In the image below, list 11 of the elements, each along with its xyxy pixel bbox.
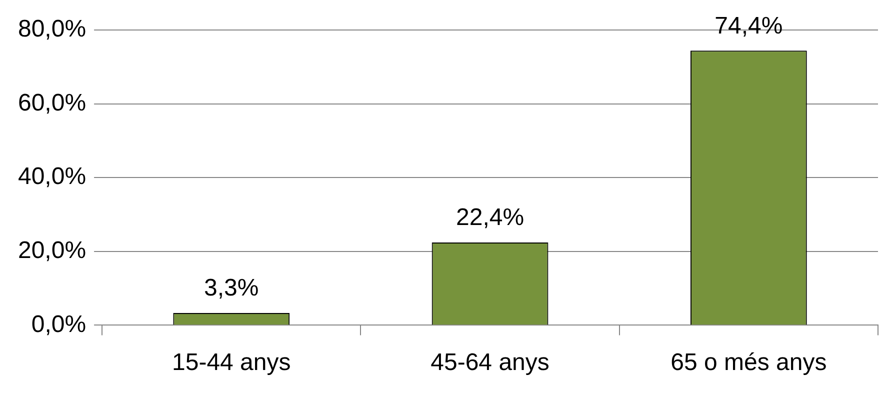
x-tick-label: 45-64 anys	[430, 349, 550, 376]
data-label: 3,3%	[204, 274, 259, 302]
y-tick-label: 20,0%	[18, 237, 86, 264]
y-tick-label: 60,0%	[18, 89, 86, 116]
y-tick-label: 40,0%	[18, 163, 86, 190]
y-tick-label: 80,0%	[18, 16, 86, 43]
y-tick-label: 0,0%	[31, 310, 86, 338]
x-tick-label: 15-44 anys	[172, 349, 291, 376]
data-label: 74,4%	[714, 12, 783, 40]
x-tick-label: 65 o més anys	[670, 349, 827, 376]
data-label: 22,4%	[456, 204, 524, 232]
